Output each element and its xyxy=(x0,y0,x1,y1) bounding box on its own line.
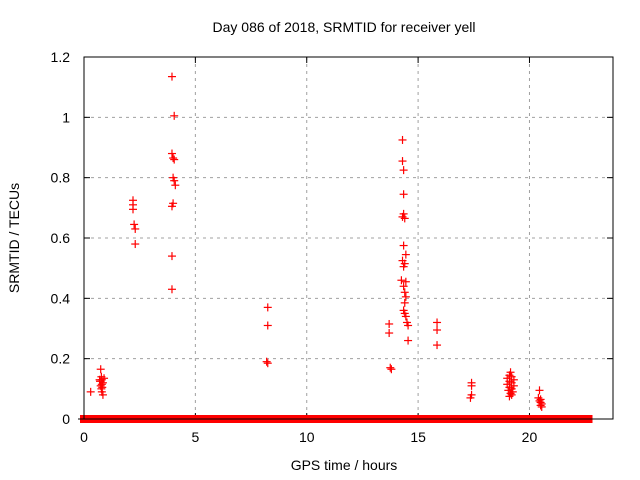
data-point xyxy=(400,298,409,307)
data-point xyxy=(399,282,408,291)
data-point xyxy=(263,359,272,368)
data-point xyxy=(95,375,104,384)
data-point xyxy=(385,319,394,328)
tick-labels: 0 0.2 0.4 0.6 0.8 1 1.2 0 5 10 15 20 xyxy=(51,49,538,445)
plot-frame xyxy=(83,56,614,420)
data-point xyxy=(537,402,546,411)
data-point xyxy=(404,336,413,345)
data-point xyxy=(536,401,545,410)
y-tick-label: 0 xyxy=(62,411,70,427)
data-point xyxy=(399,262,408,271)
y-tick-label: 0.4 xyxy=(51,290,71,306)
x-tick-label: 10 xyxy=(299,429,315,445)
data-point xyxy=(98,390,107,399)
data-point xyxy=(401,292,410,301)
data-point xyxy=(404,321,413,330)
data-point xyxy=(170,111,179,120)
data-point xyxy=(505,392,514,401)
data-point xyxy=(467,381,476,390)
data-point xyxy=(169,154,178,163)
data-point xyxy=(399,166,408,175)
data-point xyxy=(131,224,140,233)
data-point xyxy=(397,276,406,285)
data-point xyxy=(466,393,475,402)
data-point xyxy=(535,386,544,395)
data-point xyxy=(167,285,176,294)
y-tick-label: 1.2 xyxy=(51,49,71,65)
data-point xyxy=(433,326,442,335)
data-point xyxy=(399,241,408,250)
data-point xyxy=(263,303,272,312)
y-tick-label: 1 xyxy=(62,109,70,125)
grid-lines xyxy=(84,57,613,419)
x-tick-label: 5 xyxy=(191,429,199,445)
data-point xyxy=(167,252,176,261)
data-point xyxy=(433,341,442,350)
data-point xyxy=(400,214,409,223)
data-point xyxy=(385,329,394,338)
data-point xyxy=(171,181,180,190)
data-point xyxy=(170,176,179,185)
data-point xyxy=(398,135,407,144)
data-point xyxy=(399,190,408,199)
data-point xyxy=(129,205,138,214)
data-point xyxy=(170,155,179,164)
x-tick-label: 0 xyxy=(80,429,88,445)
data-point xyxy=(167,72,176,81)
data-point xyxy=(131,240,140,249)
data-point xyxy=(386,363,395,372)
y-tick-label: 0.2 xyxy=(51,351,71,367)
x-axis-label: GPS time / hours xyxy=(291,457,398,473)
data-point xyxy=(401,312,410,321)
data-point xyxy=(263,321,272,330)
x-tick-label: 20 xyxy=(522,429,538,445)
data-point xyxy=(86,387,95,396)
data-point xyxy=(167,202,176,211)
data-point xyxy=(433,318,442,327)
x-tick-label: 15 xyxy=(410,429,426,445)
data-point xyxy=(398,157,407,166)
data-point xyxy=(401,277,410,286)
y-axis-label: SRMTID / TECUs xyxy=(6,183,22,293)
data-point xyxy=(96,365,105,374)
data-point xyxy=(130,220,139,229)
chart-title: Day 086 of 2018, SRMTID for receiver yel… xyxy=(213,19,476,35)
data-point xyxy=(387,365,396,374)
data-point xyxy=(262,357,271,366)
y-tick-label: 0.8 xyxy=(51,170,71,186)
y-tick-label: 0.6 xyxy=(51,230,71,246)
data-point xyxy=(100,374,109,383)
data-point xyxy=(401,250,410,259)
data-point xyxy=(167,149,176,158)
data-point xyxy=(400,288,409,297)
